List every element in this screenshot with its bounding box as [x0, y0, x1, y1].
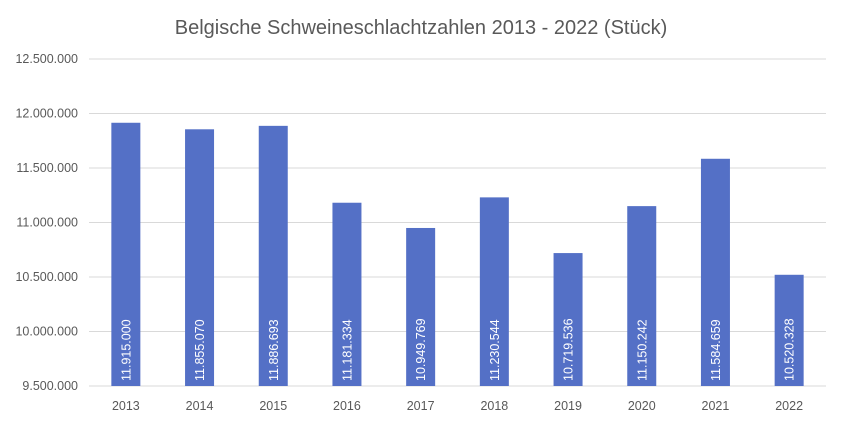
bar — [479, 197, 509, 386]
bar-value-label: 11.886.693 — [267, 319, 281, 381]
bar-value-label: 11.230.544 — [488, 319, 502, 381]
x-axis-tick-labels: 2013 2014 2015 2016 2017 2018 2019 2020 2021 2022 — [112, 399, 803, 413]
bar — [700, 158, 730, 386]
bar — [258, 125, 288, 386]
y-tick-label: 10.500.000 — [15, 270, 78, 284]
x-tick-label: 2015 — [259, 399, 287, 413]
chart-title: Belgische Schweineschlachtzahlen 2013 - … — [175, 17, 668, 39]
y-tick-label: 11.000.000 — [16, 216, 78, 230]
bar — [406, 227, 436, 386]
y-tick-label: 12.000.000 — [15, 107, 78, 121]
bar — [332, 202, 362, 386]
x-tick-label: 2016 — [333, 399, 361, 413]
x-tick-label: 2019 — [554, 399, 582, 413]
bar — [111, 122, 141, 386]
x-tick-label: 2018 — [480, 399, 508, 413]
y-axis-tick-labels: 9.500.000 10.000.000 10.500.000 11.000.000 1… — [15, 52, 78, 393]
data-labels: 11.915.000 11.855.070 11.886.693 11.181.334… — [119, 318, 796, 381]
y-tick-label: 12.500.000 — [15, 52, 78, 66]
bar — [627, 206, 657, 386]
bar-value-label: 11.150.242 — [635, 319, 649, 381]
bar-value-label: 11.915.000 — [119, 319, 133, 381]
x-tick-label: 2021 — [702, 399, 730, 413]
bar-value-label: 10.949.769 — [414, 318, 428, 381]
bar-value-label: 11.855.070 — [193, 319, 207, 381]
bars — [111, 122, 804, 386]
bar-value-label: 10.719.536 — [562, 318, 576, 381]
x-tick-label: 2022 — [775, 399, 803, 413]
y-tick-label: 9.500.000 — [22, 379, 78, 393]
bar-value-label: 11.584.659 — [709, 319, 723, 381]
x-tick-label: 2014 — [186, 399, 214, 413]
x-tick-label: 2017 — [407, 399, 435, 413]
bar-value-label: 11.181.334 — [340, 319, 354, 381]
bar — [553, 253, 583, 386]
y-tick-label: 11.500.000 — [16, 161, 78, 175]
bar — [185, 129, 215, 386]
bar — [774, 274, 804, 386]
y-tick-label: 10.000.000 — [15, 325, 78, 339]
bar-value-label: 10.520.328 — [783, 318, 797, 381]
x-tick-label: 2020 — [628, 399, 656, 413]
x-tick-label: 2013 — [112, 399, 140, 413]
